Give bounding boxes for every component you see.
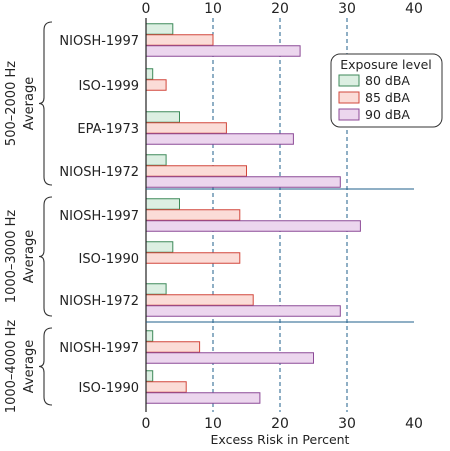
group-label-range: 1000–3000 Hz <box>4 210 19 304</box>
x-tick-top: 40 <box>405 1 423 17</box>
tick-labels: 0 0 10 10 20 20 30 30 40 40 <box>142 1 423 432</box>
category-label: ISO-1990 <box>79 381 139 396</box>
bar <box>145 283 167 295</box>
bar <box>145 133 294 145</box>
x-tick-top: 20 <box>271 1 289 17</box>
bar <box>145 370 154 382</box>
category-label: EPA-1973 <box>77 122 139 137</box>
bar <box>145 252 241 264</box>
bar <box>145 305 341 317</box>
x-tick-bottom: 30 <box>338 416 356 432</box>
category-label: NIOSH-1997 <box>59 34 139 49</box>
bar <box>145 111 180 123</box>
x-tick-bottom: 0 <box>142 416 151 432</box>
legend-label: 90 dBA <box>365 107 410 122</box>
category-label: ISO-1999 <box>79 79 139 94</box>
category-label: NIOSH-1997 <box>59 341 139 356</box>
bar <box>145 241 174 253</box>
legend: Exposure level 80 dBA 85 dBA 90 dBA <box>330 53 443 128</box>
x-tick-top: 0 <box>142 1 151 17</box>
legend-label: 85 dBA <box>365 90 410 105</box>
group-label-range: 500–2000 Hz <box>4 61 19 146</box>
group-label-range: 1000–4000 Hz <box>4 320 19 414</box>
x-tick-bottom: 10 <box>204 416 222 432</box>
bar <box>145 23 174 35</box>
legend-swatch <box>338 108 360 121</box>
x-tick-top: 10 <box>204 1 222 17</box>
bar <box>145 176 341 188</box>
bar <box>145 294 254 306</box>
bar <box>145 165 247 177</box>
bar <box>145 381 187 393</box>
category-label: NIOSH-1972 <box>59 165 139 180</box>
group-separators <box>146 188 414 323</box>
bar <box>145 122 227 134</box>
group-label-average: Average <box>22 340 37 393</box>
bar <box>145 198 180 210</box>
category-label: ISO-1990 <box>79 252 139 267</box>
bar <box>145 220 361 232</box>
legend-label: 80 dBA <box>365 73 410 88</box>
category-label: NIOSH-1972 <box>59 294 139 309</box>
group-brace <box>38 21 53 186</box>
x-axis-title: Excess Risk in Percent <box>211 432 350 447</box>
bar <box>145 392 261 404</box>
bar <box>145 341 201 353</box>
group-label-average: Average <box>22 77 37 130</box>
bar <box>145 209 241 221</box>
bar <box>145 34 214 46</box>
category-label: NIOSH-1997 <box>59 209 139 224</box>
category-labels: NIOSH-1997 ISO-1999 EPA-1973 NIOSH-1972 NIOS… <box>59 34 139 396</box>
bar <box>145 68 154 80</box>
bars <box>145 23 361 404</box>
x-tick-bottom: 20 <box>271 416 289 432</box>
bar <box>145 154 167 166</box>
legend-swatch <box>338 91 360 104</box>
x-tick-bottom: 40 <box>405 416 423 432</box>
group-brace <box>38 196 53 317</box>
legend-title: Exposure level <box>340 57 432 72</box>
group-brace <box>38 327 53 406</box>
bar <box>145 330 154 342</box>
legend-swatch <box>338 74 360 87</box>
group-label-average: Average <box>22 230 37 283</box>
bar <box>145 45 301 57</box>
bar <box>145 79 167 91</box>
bar <box>145 352 314 364</box>
x-tick-top: 30 <box>338 1 356 17</box>
